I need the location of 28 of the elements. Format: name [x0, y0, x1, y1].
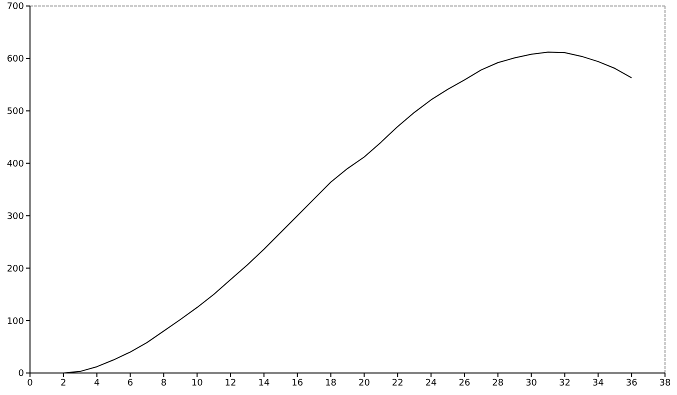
y-tick-label: 500 [6, 107, 24, 118]
x-tick-label: 22 [392, 378, 404, 388]
x-tick-label: 20 [358, 378, 370, 388]
y-tick-label: 600 [6, 54, 24, 65]
x-tick-label: 18 [325, 378, 337, 388]
y-tick-label: 400 [6, 159, 24, 170]
y-tick-label: 200 [6, 264, 24, 274]
x-tick-label: 6 [127, 378, 134, 388]
x-tick-label: 32 [559, 378, 570, 388]
x-tick-label: 10 [191, 378, 204, 388]
y-tick-label: 300 [6, 212, 24, 222]
x-tick-label: 8 [160, 378, 167, 388]
x-tick-label: 2 [60, 378, 66, 388]
y-tick-label: 0 [18, 369, 24, 380]
x-tick-label: 28 [492, 378, 504, 388]
x-tick-label: 34 [592, 378, 604, 388]
x-tick-label: 24 [425, 378, 438, 388]
x-tick-label: 16 [292, 378, 304, 388]
x-tick-label: 12 [224, 378, 236, 388]
y-tick-label: 100 [6, 316, 24, 327]
x-tick-label: 4 [94, 378, 100, 388]
x-tick-label: 30 [526, 378, 538, 388]
x-tick-label: 38 [659, 378, 671, 388]
x-tick-label: 36 [626, 378, 638, 388]
y-tick-label: 700 [6, 2, 24, 12]
x-tick-label: 0 [27, 378, 34, 388]
x-tick-label: 14 [258, 378, 270, 388]
x-tick-label: 26 [458, 378, 470, 388]
